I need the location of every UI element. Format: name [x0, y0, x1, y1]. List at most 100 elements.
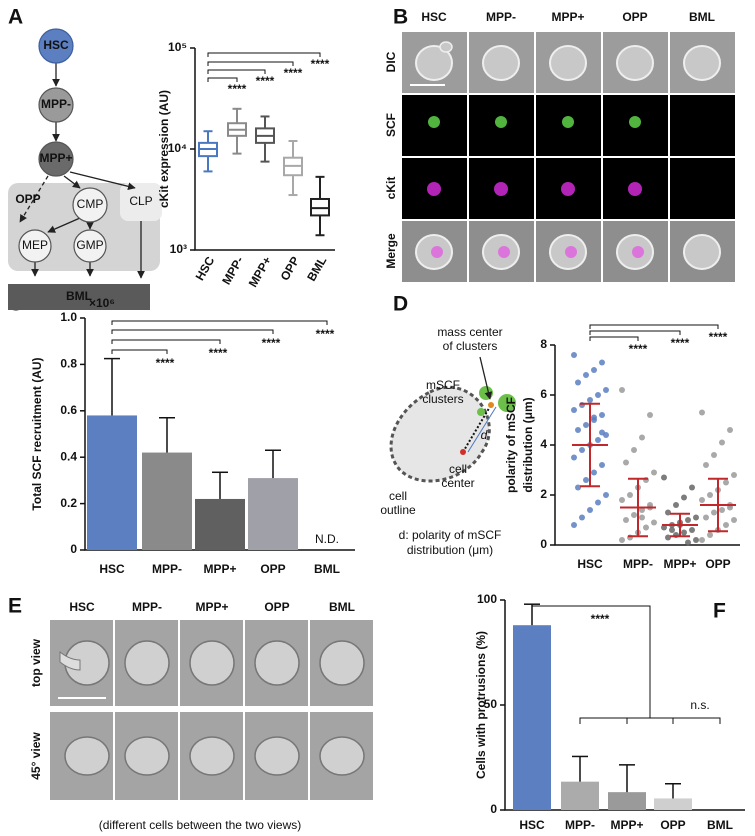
y-multiplier: ×10⁶ — [89, 296, 115, 310]
point — [723, 522, 729, 528]
point — [731, 517, 737, 523]
cluster — [477, 408, 485, 416]
scf-signal — [562, 116, 574, 128]
cell — [415, 45, 453, 81]
point — [575, 484, 581, 491]
x-tick-label: MPP+ — [663, 557, 696, 571]
label: cell — [449, 462, 467, 476]
column-header: MPP- — [132, 600, 162, 614]
point — [681, 494, 687, 501]
x-tick-label: MPP- — [152, 562, 182, 576]
x-tick-label: HSC — [193, 254, 218, 283]
label: center — [441, 476, 474, 490]
sig-label: **** — [156, 356, 175, 370]
y-axis-label: Cells with protrusions (%) — [474, 631, 488, 779]
point — [699, 497, 705, 503]
point — [575, 427, 581, 433]
point — [575, 379, 581, 386]
y-tick-label: 6 — [540, 387, 547, 401]
point — [619, 537, 625, 543]
cell — [189, 736, 235, 776]
point — [579, 447, 585, 453]
label: outline — [380, 503, 416, 517]
node — [38, 87, 74, 123]
point — [699, 537, 705, 543]
merge-signal — [498, 246, 510, 258]
mass-center — [488, 402, 494, 408]
cell — [124, 736, 170, 776]
x-tick-label: OPP — [705, 557, 730, 571]
y-tick-label: 0 — [540, 537, 547, 551]
node — [72, 187, 108, 223]
point — [711, 509, 717, 516]
scf-signal — [428, 116, 440, 128]
x-tick-label: HSC — [519, 818, 545, 832]
point — [603, 387, 609, 393]
column-header: MPP+ — [195, 600, 228, 614]
cell — [319, 736, 365, 776]
x-tick-label: OPP — [278, 254, 303, 283]
point — [591, 367, 597, 373]
y-tick-label: 1.0 — [60, 310, 77, 324]
cell — [482, 45, 520, 81]
point — [587, 507, 593, 513]
arrow — [47, 217, 81, 233]
point — [689, 527, 695, 533]
point — [693, 514, 699, 521]
arrow — [63, 175, 81, 189]
x-tick-label: BML — [707, 818, 733, 832]
bar — [248, 478, 298, 550]
cluster — [479, 386, 493, 400]
y-tick-label: 4 — [540, 437, 547, 451]
point — [603, 492, 609, 498]
point — [591, 469, 597, 476]
point — [571, 352, 577, 358]
point — [651, 469, 657, 476]
point — [685, 517, 691, 523]
row-label: cKit — [384, 177, 398, 200]
point — [685, 539, 691, 546]
panel-label: A — [8, 6, 23, 29]
column-header: BML — [689, 10, 715, 24]
label: GMP — [76, 238, 103, 252]
sig-label: **** — [209, 346, 228, 360]
point — [571, 522, 577, 528]
row-label: SCF — [384, 113, 398, 137]
sig-bracket — [111, 339, 221, 344]
y-axis-label: distribution (μm) — [521, 397, 535, 492]
point — [595, 437, 601, 443]
cell — [616, 45, 654, 81]
y-tick-label: 10⁵ — [168, 40, 187, 54]
point — [583, 372, 589, 378]
x-tick-label: MPP- — [219, 254, 246, 287]
y-tick-label: 0.4 — [60, 449, 77, 463]
point — [693, 537, 699, 543]
panel-label: F — [713, 600, 726, 623]
label: cell — [389, 489, 407, 503]
column-header: OPP — [622, 10, 647, 24]
sig-bracket — [589, 336, 639, 341]
column-header: OPP — [264, 600, 289, 614]
point — [623, 517, 629, 523]
y-tick-label: 10⁴ — [168, 141, 187, 155]
panel-label: D — [393, 293, 408, 316]
y-tick-label: 0.2 — [60, 496, 77, 510]
cluster — [498, 394, 516, 412]
x-tick-label: MPP- — [565, 818, 595, 832]
ckit-signal — [628, 182, 642, 196]
sig-label: **** — [228, 82, 247, 96]
point — [689, 484, 695, 491]
x-tick-label: MPP+ — [203, 562, 236, 576]
cell — [189, 640, 235, 686]
micrograph — [670, 158, 735, 219]
cell — [549, 45, 587, 81]
point — [719, 439, 725, 446]
y-axis-label: cKit expression (AU) — [157, 90, 171, 208]
x-tick-label: HSC — [577, 557, 603, 571]
arrow — [69, 171, 136, 191]
x-tick-label: MPP+ — [610, 818, 643, 832]
bar — [561, 781, 599, 810]
y-tick-label: 0 — [490, 802, 497, 816]
bar — [195, 498, 245, 550]
sig-bracket — [207, 52, 321, 57]
